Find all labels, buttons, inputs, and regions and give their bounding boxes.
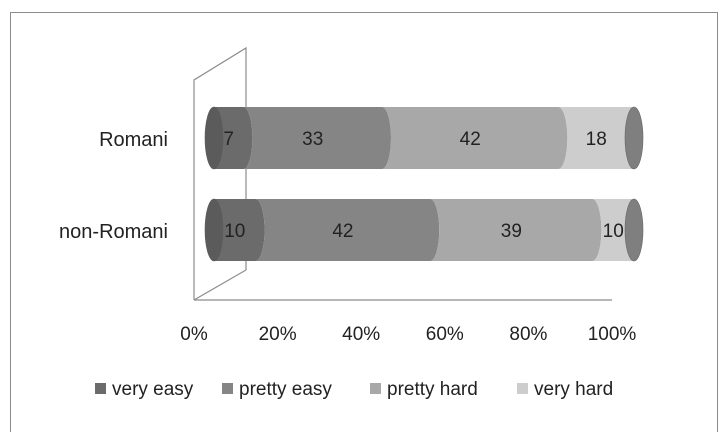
bar-romani-very-hard bbox=[558, 107, 643, 169]
data-label-romani-pretty-hard: 42 bbox=[460, 129, 481, 150]
x-tick-label-2: 40% bbox=[342, 324, 380, 345]
legend-swatch-pretty-hard bbox=[370, 383, 381, 394]
x-tick-label-0: 0% bbox=[180, 324, 208, 345]
data-label-romani-pretty-easy: 33 bbox=[302, 129, 323, 150]
legend-label-pretty-easy: pretty easy bbox=[239, 379, 332, 400]
category-label-non-romani: non-Romani bbox=[59, 221, 168, 243]
bar-start-cap-non-romani bbox=[204, 198, 224, 262]
x-tick-label-5: 100% bbox=[588, 324, 637, 345]
data-label-non-romani-pretty-hard: 39 bbox=[501, 221, 522, 242]
plot-floor-edge bbox=[193, 269, 247, 301]
data-label-non-romani-pretty-easy: 42 bbox=[332, 221, 353, 242]
legend-swatch-pretty-easy bbox=[222, 383, 233, 394]
data-label-non-romani-very-easy: 10 bbox=[224, 221, 245, 242]
data-labels-group: 7 33 42 18 10 42 39 10 bbox=[223, 129, 623, 242]
bars-group bbox=[204, 106, 644, 262]
legend-swatch-very-hard bbox=[517, 383, 528, 394]
bar-romani-pretty-hard bbox=[382, 107, 568, 169]
legend-label-very-hard: very hard bbox=[534, 379, 613, 400]
category-label-romani: Romani bbox=[99, 129, 168, 151]
plot-back-wall bbox=[193, 46, 612, 301]
bar-romani-pretty-easy bbox=[243, 107, 391, 169]
x-tick-labels-group: 0% 20% 40% 60% 80% 100% bbox=[180, 324, 636, 345]
bar-romani-very-easy bbox=[214, 107, 253, 169]
bar-start-cap-romani bbox=[204, 106, 224, 170]
legend-label-pretty-hard: pretty hard bbox=[387, 379, 478, 400]
x-tick-label-4: 80% bbox=[509, 324, 547, 345]
plot-wall-outline bbox=[193, 46, 247, 300]
bar-end-cap-romani bbox=[624, 106, 644, 170]
category-labels-group: Romani non-Romani bbox=[59, 129, 168, 243]
bar-non-romani-pretty-easy bbox=[255, 198, 440, 261]
data-label-non-romani-very-hard: 10 bbox=[603, 221, 624, 242]
legend-swatch-very-easy bbox=[95, 383, 106, 394]
data-label-romani-very-easy: 7 bbox=[223, 129, 234, 150]
x-tick-label-1: 20% bbox=[259, 324, 297, 345]
x-tick-label-3: 60% bbox=[426, 324, 464, 345]
bar-non-romani-very-easy bbox=[214, 198, 265, 261]
data-label-romani-very-hard: 18 bbox=[586, 129, 607, 150]
legend: very easy pretty easy pretty hard very hard bbox=[95, 379, 613, 400]
bar-end-cap-non-romani bbox=[624, 198, 644, 262]
bar-non-romani-pretty-hard bbox=[430, 198, 602, 261]
legend-label-very-easy: very easy bbox=[112, 379, 194, 400]
